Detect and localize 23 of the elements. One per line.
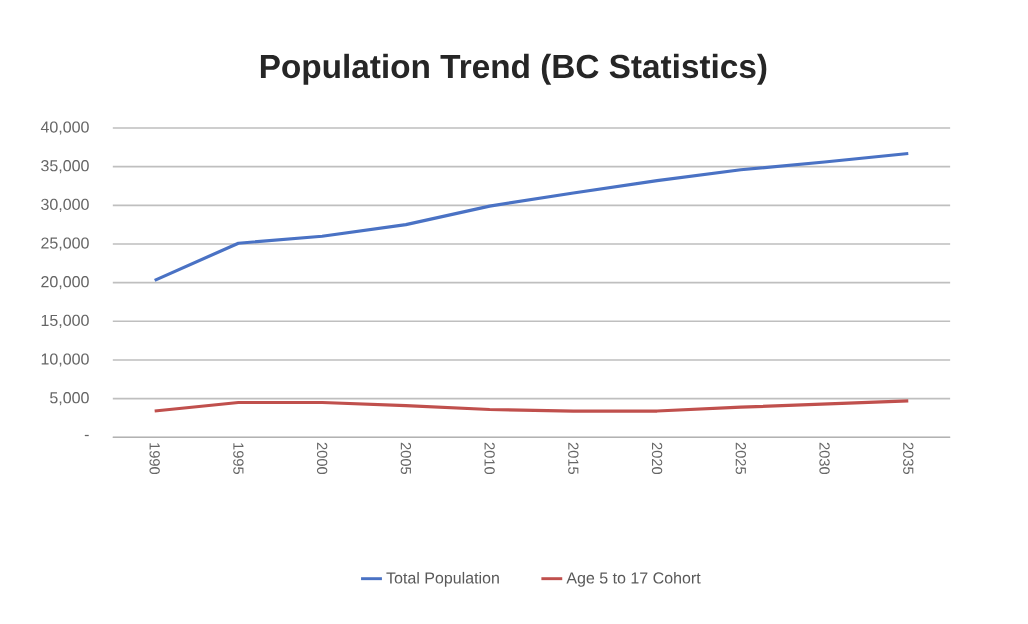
x-tick-label: 2005 [400,442,412,475]
y-tick-label: 20,000 [41,276,89,290]
x-tick-label: 2000 [316,442,328,475]
y-tick-label: 25,000 [41,237,89,251]
x-tick-label: 1995 [233,443,244,475]
line-series [153,151,910,282]
x-tick-label: 2025 [735,442,746,475]
x-tick-label: 2020 [651,442,663,475]
x-tick-label: 2030 [819,442,830,475]
y-tick-label: 10,000 [41,353,89,367]
y-tick-label: 30,000 [41,198,89,212]
y-tick-label: - [84,434,89,437]
y-tick-label: 15,000 [41,314,89,328]
x-tick-label: 2035 [903,442,914,475]
chart-title: Population Trend (BC Statistics) [260,53,767,85]
x-tick-label: 1990 [149,443,160,475]
legend-label: Age 5 to 17 Cohort [566,571,701,587]
x-tick-label: 2010 [484,442,495,475]
legend-label: Total Population [386,571,499,587]
y-tick-label: 35,000 [41,160,89,174]
x-tick-label: 2015 [568,442,579,475]
y-tick-label: 40,000 [40,121,89,135]
y-tick-label: 5,000 [50,392,89,406]
